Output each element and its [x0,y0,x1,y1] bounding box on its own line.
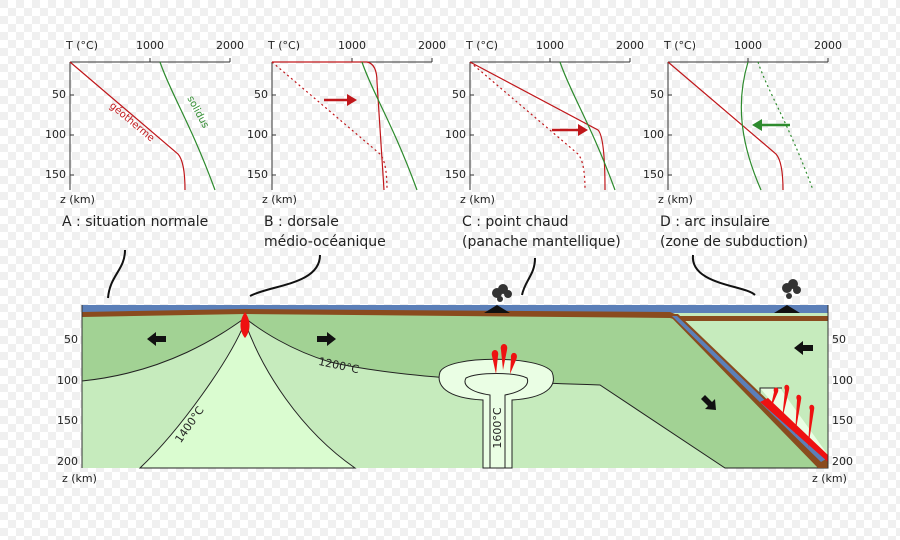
curve [271,61,388,191]
z-label: z (km) [460,193,495,206]
y-tick-label: 100 [247,128,268,141]
section-axes: 50 50 100 100 150 150 200 200 z (km) z (km) [57,305,853,485]
x-tick-label: 1000 [536,39,564,52]
caption: médio-océanique [264,234,386,250]
x-tick-label: 1000 [734,39,762,52]
left-tick-label: 100 [57,374,78,387]
curve [559,61,616,191]
caption: A : situation normale [62,214,208,230]
y-tick-label: 100 [45,128,66,141]
x-tick-label: 2000 [814,39,842,52]
y-tick-label: 50 [52,88,66,101]
z-label: z (km) [60,193,95,206]
curve [469,61,586,191]
arrow-head [578,124,588,136]
caption: C : point chaud [462,214,568,230]
z-label: z (km) [658,193,693,206]
right-tick-label: 200 [832,455,853,468]
x-tick-label: 2000 [418,39,446,52]
arrow-head [347,94,357,106]
temperature-panel: T (°C) 1000 2000 50 100 150 z (km) D : arc insu… [643,39,842,250]
z-label: z (km) [812,472,847,485]
arrow-head [752,119,762,131]
z-label: z (km) [62,472,97,485]
right-tick-label: 100 [832,374,853,387]
curve [740,61,762,191]
caption: (panache mantellique) [462,234,621,250]
x-tick-label: 1000 [136,39,164,52]
curve [757,61,814,191]
y-tick-label: 50 [650,88,664,101]
y-tick-label: 150 [445,168,466,181]
y-tick-label: 50 [254,88,268,101]
left-tick-label: 150 [57,414,78,427]
cross-section [81,279,829,469]
t-label: T (°C) [65,39,98,52]
t-label: T (°C) [465,39,498,52]
y-tick-label: 150 [45,168,66,181]
x-tick-label: 1000 [338,39,366,52]
x-tick-label: 2000 [616,39,644,52]
z-label: z (km) [262,193,297,206]
caption: D : arc insulaire [660,214,770,230]
y-tick-label: 100 [445,128,466,141]
left-tick-label: 200 [57,455,78,468]
temperature-panel: T (°C) 1000 2000 50 100 150 z (km) C : point ch… [445,39,644,250]
t-label: T (°C) [267,39,300,52]
left-tick-label: 50 [64,333,78,346]
y-tick-label: 150 [643,168,664,181]
curve [69,61,186,191]
curve [667,61,784,191]
x-tick-label: 2000 [216,39,244,52]
caption: B : dorsale [264,214,339,230]
curve [272,61,385,191]
isotherm-label: 1600°C [491,407,504,448]
curve [361,61,418,191]
curve [469,61,606,191]
caption: (zone de subduction) [660,234,808,250]
pointers [107,249,756,299]
curve [159,61,216,191]
y-tick-label: 100 [643,128,664,141]
right-tick-label: 150 [832,414,853,427]
y-tick-label: 150 [247,168,268,181]
temperature-panel: T (°C) 1000 2000 50 100 150 z (km) B : dorsale m… [247,39,446,250]
t-label: T (°C) [663,39,696,52]
right-tick-label: 50 [832,333,846,346]
y-tick-label: 50 [452,88,466,101]
